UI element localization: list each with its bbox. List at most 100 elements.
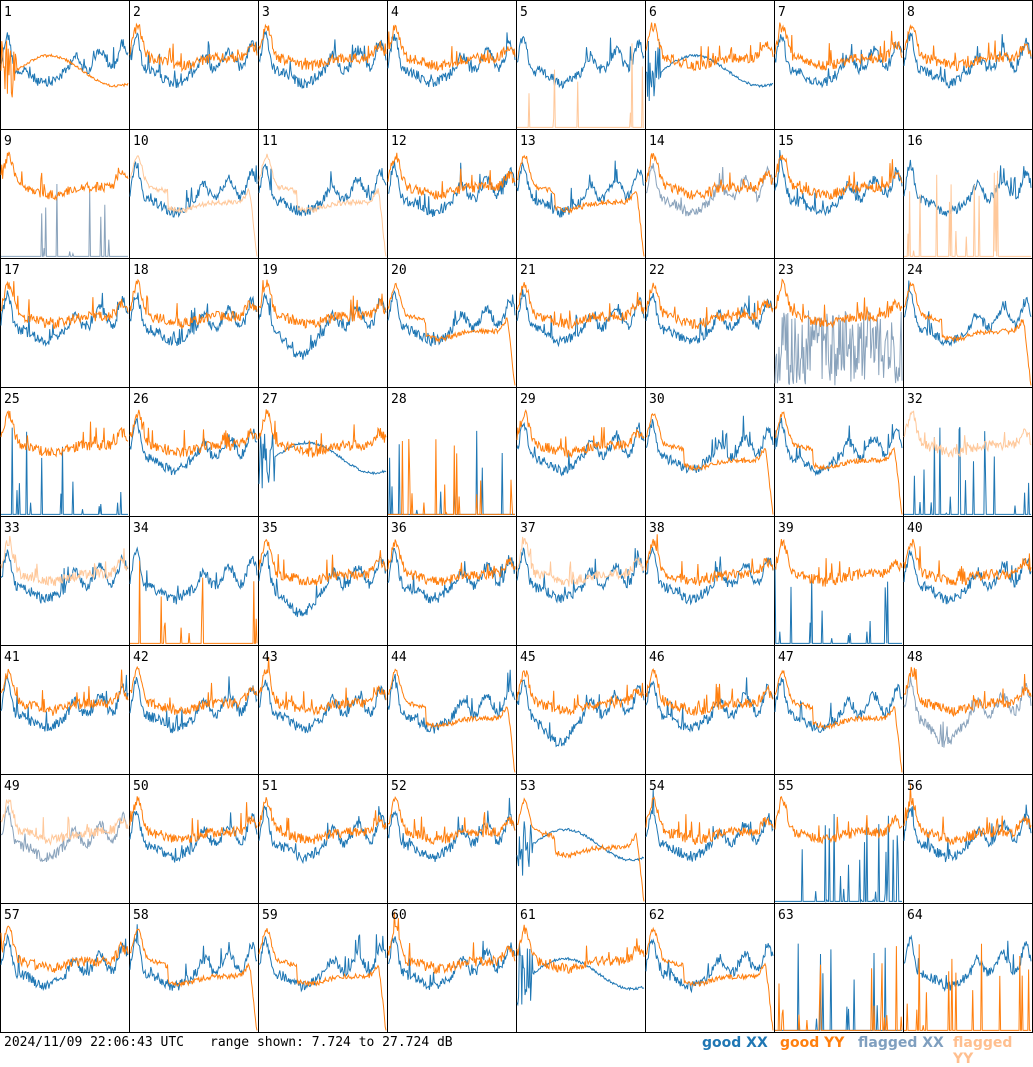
panel-label: 54	[649, 779, 665, 794]
panel-11: 11	[258, 129, 388, 259]
panel-frame	[516, 774, 646, 904]
panel-frame	[774, 516, 904, 646]
series-yy-20	[387, 282, 516, 386]
panel-47: 47	[774, 645, 904, 775]
series-yy-32	[903, 410, 1032, 458]
legend-flagged-yy: flagged YY	[953, 1035, 1013, 1067]
series-xx-27	[258, 432, 387, 489]
series-yy-47	[774, 669, 903, 773]
series-xx-20	[387, 289, 516, 347]
series-xx-47	[774, 677, 903, 734]
series-yy-7	[774, 22, 903, 71]
series-xx-57	[0, 933, 129, 992]
series-yy-25	[0, 410, 129, 458]
series-xx-45	[516, 679, 645, 748]
panel-label: 23	[778, 263, 794, 278]
panel-label: 7	[778, 5, 786, 20]
series-xx-13	[516, 160, 645, 218]
panel-label: 58	[133, 908, 149, 923]
panel-label: 18	[133, 263, 149, 278]
panel-14: 14	[645, 129, 775, 259]
series-yy-62	[645, 926, 774, 1031]
series-yy-22	[645, 282, 774, 330]
panel-31: 31	[774, 387, 904, 517]
panel-label: 39	[778, 521, 794, 536]
panel-label: 16	[907, 134, 923, 149]
series-yy-57	[0, 925, 129, 973]
panel-frame	[387, 387, 517, 517]
series-yy-60	[387, 911, 516, 975]
panel-9: 9	[0, 129, 130, 259]
panel-label: 27	[262, 392, 278, 407]
series-yy-9	[0, 151, 129, 201]
series-xx-34	[129, 546, 258, 605]
panel-1: 1	[0, 0, 130, 130]
series-xx-4	[387, 32, 516, 88]
panel-12: 12	[387, 129, 517, 259]
panel-label: 30	[649, 392, 665, 407]
series-xx-12	[387, 160, 516, 217]
panel-4: 4	[387, 0, 517, 130]
panel-label: 12	[391, 134, 407, 149]
series-yy-38	[645, 534, 774, 586]
panel-label: 43	[262, 650, 278, 665]
panel-label: 57	[4, 908, 20, 923]
panel-frame	[129, 387, 259, 517]
panel-frame	[774, 774, 904, 904]
panel-label: 26	[133, 392, 149, 407]
panel-label: 53	[520, 779, 536, 794]
series-yy-24	[903, 281, 1032, 386]
series-yy-48	[903, 666, 1032, 718]
series-yy-30	[645, 413, 774, 515]
series-yy-43	[258, 656, 387, 716]
panel-33: 33	[0, 516, 130, 646]
panel-label: 62	[649, 908, 665, 923]
series-yy-19	[258, 279, 387, 329]
series-yy-42	[129, 665, 258, 716]
panel-44: 44	[387, 645, 517, 775]
panel-label: 17	[4, 263, 20, 278]
panel-label: 46	[649, 650, 665, 665]
series-yy-13	[516, 154, 645, 257]
series-yy-3	[258, 23, 387, 71]
series-yy-17	[0, 280, 129, 330]
series-yy-36	[387, 539, 516, 586]
panel-label: 2	[133, 5, 141, 20]
panel-17: 17	[0, 258, 130, 388]
panel-45: 45	[516, 645, 646, 775]
panel-40: 40	[903, 516, 1033, 646]
series-yy-10	[129, 154, 258, 257]
panel-18: 18	[129, 258, 259, 388]
panel-frame	[645, 387, 775, 517]
series-yy-54	[645, 796, 774, 845]
series-xx-55	[775, 813, 902, 904]
panel-label: 38	[649, 521, 665, 536]
panel-label: 22	[649, 263, 665, 278]
series-yy-34	[130, 560, 258, 644]
panel-59: 59	[258, 903, 388, 1033]
series-yy-12	[387, 152, 516, 201]
panel-label: 50	[133, 779, 149, 794]
series-xx-5	[516, 35, 645, 90]
series-yy-27	[258, 409, 387, 458]
panel-label: 15	[778, 134, 794, 149]
series-yy-1	[0, 40, 129, 98]
series-xx-39	[774, 566, 902, 644]
panel-frame	[903, 774, 1033, 904]
panel-label: 6	[649, 5, 657, 20]
panel-label: 19	[262, 263, 278, 278]
panel-6: 6	[645, 0, 775, 130]
panel-5: 5	[516, 0, 646, 130]
series-xx-18	[129, 292, 258, 347]
series-yy-45	[516, 670, 645, 716]
series-xx-32	[904, 427, 1031, 515]
series-xx-3	[258, 30, 387, 89]
series-yy-29	[516, 409, 645, 459]
panel-41: 41	[0, 645, 130, 775]
panel-20: 20	[387, 258, 517, 388]
panel-label: 40	[907, 521, 923, 536]
panel-label: 11	[262, 134, 278, 149]
series-xx-11	[258, 163, 387, 217]
panel-50: 50	[129, 774, 259, 904]
panel-19: 19	[258, 258, 388, 388]
